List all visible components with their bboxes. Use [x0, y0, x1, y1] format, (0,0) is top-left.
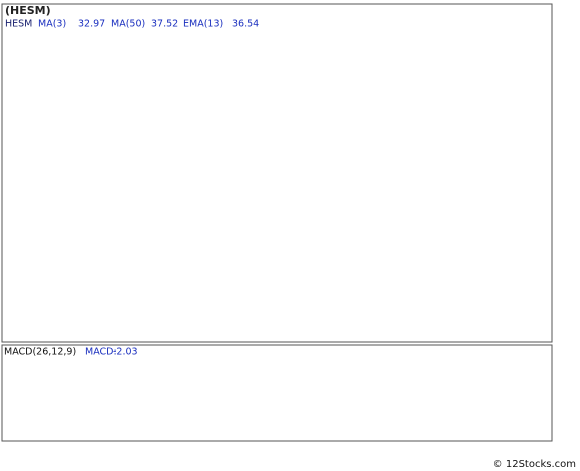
macd-title: MACD(26,12,9) — [4, 347, 76, 358]
legend-name: MA(50) — [111, 19, 145, 30]
legend-name: MA(3) — [38, 19, 66, 30]
macd-value: -2.03 — [113, 347, 138, 358]
legend-ticker: HESM — [5, 19, 32, 30]
legend-name: EMA(13) — [183, 19, 223, 30]
footer: © 12Stocks.com — [493, 459, 576, 470]
macd-value-title: MACD: — [85, 347, 117, 358]
macd-panel — [1, 344, 553, 442]
legend-value: 36.54 — [232, 19, 259, 30]
legend-value: 32.97 — [78, 19, 105, 30]
label-layer: (HESM) HESM MA(3) 32.97 MA(50) 37.52 EMA… — [4, 4, 576, 470]
price-panel — [1, 3, 553, 343]
legend-value: 37.52 — [151, 19, 178, 30]
chart-title: (HESM) — [5, 4, 51, 17]
